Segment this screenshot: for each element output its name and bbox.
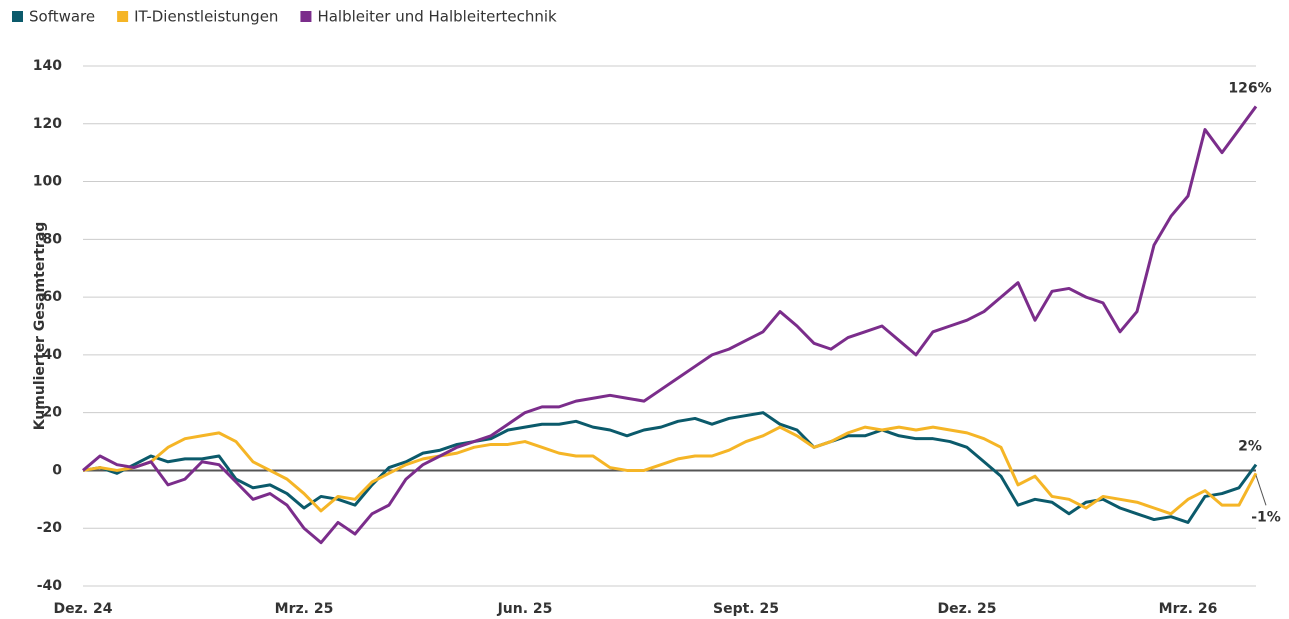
series-line	[82, 425, 1258, 516]
legend-swatch	[300, 11, 312, 22]
y-axis-title: Kumulierter Gesamtertrag	[32, 222, 48, 431]
y-tick-label: 140	[33, 58, 62, 74]
x-tick-label: Sept. 25	[713, 601, 779, 617]
data-label: 2%	[1238, 439, 1262, 455]
y-tick-label: 0	[52, 462, 62, 478]
y-tick-label: 120	[33, 116, 62, 132]
legend-swatch	[117, 11, 129, 22]
y-tick-label: -40	[37, 578, 63, 594]
data-label: -1%	[1251, 509, 1281, 525]
data-label: 126%	[1228, 80, 1271, 96]
label-leader	[1255, 475, 1267, 506]
x-tick-label: Mrz. 26	[1159, 601, 1218, 617]
x-tick-label: Mrz. 25	[275, 601, 334, 617]
y-tick-label: 100	[33, 174, 62, 190]
series-line	[82, 411, 1258, 524]
y-tick-label: 60	[43, 289, 63, 305]
legend-label: Halbleiter und Halbleitertechnik	[317, 8, 557, 26]
y-tick-label: 20	[43, 405, 63, 421]
legend-label: IT-Dienstleistungen	[134, 8, 278, 26]
series-line	[82, 105, 1258, 545]
legend-swatch	[12, 11, 23, 22]
y-tick-label: 40	[43, 347, 63, 363]
x-tick-label: Dez. 25	[938, 601, 997, 617]
legend-label: Software	[29, 8, 95, 26]
y-tick-label: 80	[43, 231, 63, 247]
x-tick-label: Jun. 25	[497, 601, 553, 617]
y-tick-label: -20	[37, 520, 63, 536]
x-tick-label: Dez. 24	[54, 601, 113, 617]
